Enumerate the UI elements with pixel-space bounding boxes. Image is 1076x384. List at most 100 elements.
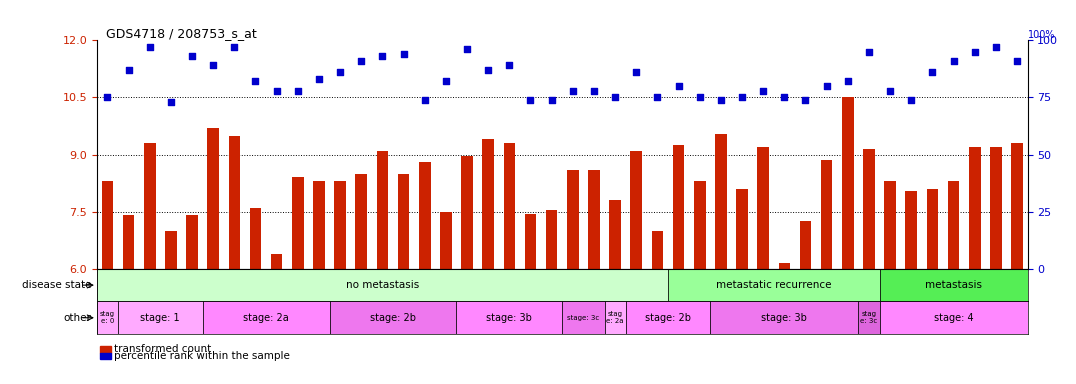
- Bar: [186, 215, 198, 269]
- Point: [141, 44, 158, 50]
- Text: disease state: disease state: [22, 280, 91, 290]
- Point: [924, 69, 942, 75]
- Point: [289, 88, 307, 94]
- Bar: [968, 147, 980, 269]
- Bar: [101, 181, 113, 269]
- Bar: [118, 301, 202, 334]
- Bar: [694, 181, 706, 269]
- Point: [99, 94, 116, 101]
- Bar: [567, 170, 579, 269]
- Bar: [905, 191, 917, 269]
- Bar: [525, 214, 536, 269]
- Bar: [879, 301, 1028, 334]
- Text: metastatic recurrence: metastatic recurrence: [716, 280, 832, 290]
- Bar: [799, 221, 811, 269]
- Bar: [716, 134, 726, 269]
- Text: 100%: 100%: [1028, 30, 1056, 40]
- Point: [776, 94, 793, 101]
- Point: [839, 78, 856, 84]
- Point: [670, 83, 688, 89]
- Point: [988, 44, 1005, 50]
- Bar: [271, 253, 283, 269]
- Point: [395, 51, 412, 57]
- Bar: [313, 181, 325, 269]
- Bar: [462, 156, 472, 269]
- Point: [564, 88, 581, 94]
- Bar: [97, 269, 668, 301]
- Point: [437, 78, 454, 84]
- Point: [903, 97, 920, 103]
- Point: [268, 88, 285, 94]
- Text: stag
e: 0: stag e: 0: [100, 311, 115, 324]
- Point: [373, 53, 391, 60]
- Bar: [631, 151, 642, 269]
- Bar: [710, 301, 859, 334]
- Point: [543, 97, 561, 103]
- Bar: [144, 143, 156, 269]
- Bar: [821, 160, 833, 269]
- Point: [246, 78, 264, 84]
- Bar: [292, 177, 303, 269]
- Bar: [202, 301, 329, 334]
- Bar: [335, 181, 345, 269]
- Bar: [123, 215, 134, 269]
- Bar: [440, 212, 452, 269]
- Text: stage: 1: stage: 1: [141, 313, 180, 323]
- Text: no metastasis: no metastasis: [345, 280, 419, 290]
- Bar: [208, 128, 220, 269]
- Bar: [863, 149, 875, 269]
- Bar: [228, 136, 240, 269]
- Point: [119, 67, 137, 73]
- Point: [226, 44, 243, 50]
- Bar: [562, 301, 605, 334]
- Bar: [758, 147, 769, 269]
- Bar: [672, 145, 684, 269]
- Bar: [456, 301, 562, 334]
- Point: [500, 62, 518, 68]
- Text: percentile rank within the sample: percentile rank within the sample: [114, 351, 289, 361]
- Bar: [609, 200, 621, 269]
- Text: stag
e: 2a: stag e: 2a: [607, 311, 624, 324]
- Bar: [546, 210, 557, 269]
- Text: metastasis: metastasis: [925, 280, 982, 290]
- Text: transformed count: transformed count: [114, 344, 211, 354]
- Text: stag
e: 3c: stag e: 3c: [861, 311, 878, 324]
- Text: stage: 3c: stage: 3c: [567, 315, 599, 321]
- Point: [1008, 58, 1025, 64]
- Point: [607, 94, 624, 101]
- Bar: [652, 231, 663, 269]
- Point: [881, 88, 898, 94]
- Text: GDS4718 / 208753_s_at: GDS4718 / 208753_s_at: [107, 27, 257, 40]
- Point: [458, 46, 476, 53]
- Bar: [736, 189, 748, 269]
- Bar: [859, 301, 879, 334]
- Bar: [419, 162, 430, 269]
- Text: stage: 3b: stage: 3b: [762, 313, 807, 323]
- Point: [691, 94, 708, 101]
- Bar: [377, 151, 388, 269]
- Point: [627, 69, 645, 75]
- Point: [797, 97, 815, 103]
- Bar: [990, 147, 1002, 269]
- Bar: [668, 269, 879, 301]
- Point: [162, 99, 180, 105]
- Bar: [398, 174, 409, 269]
- Bar: [879, 269, 1028, 301]
- Text: stage: 3b: stage: 3b: [486, 313, 533, 323]
- Point: [183, 53, 200, 60]
- Point: [204, 62, 222, 68]
- Bar: [605, 301, 625, 334]
- Bar: [482, 139, 494, 269]
- Text: stage: 4: stage: 4: [934, 313, 974, 323]
- Bar: [841, 98, 853, 269]
- Point: [585, 88, 603, 94]
- Point: [818, 83, 835, 89]
- Point: [734, 94, 751, 101]
- Bar: [948, 181, 960, 269]
- Point: [966, 49, 983, 55]
- Bar: [250, 208, 261, 269]
- Point: [522, 97, 539, 103]
- Text: other: other: [63, 313, 91, 323]
- Point: [861, 49, 878, 55]
- Bar: [504, 143, 515, 269]
